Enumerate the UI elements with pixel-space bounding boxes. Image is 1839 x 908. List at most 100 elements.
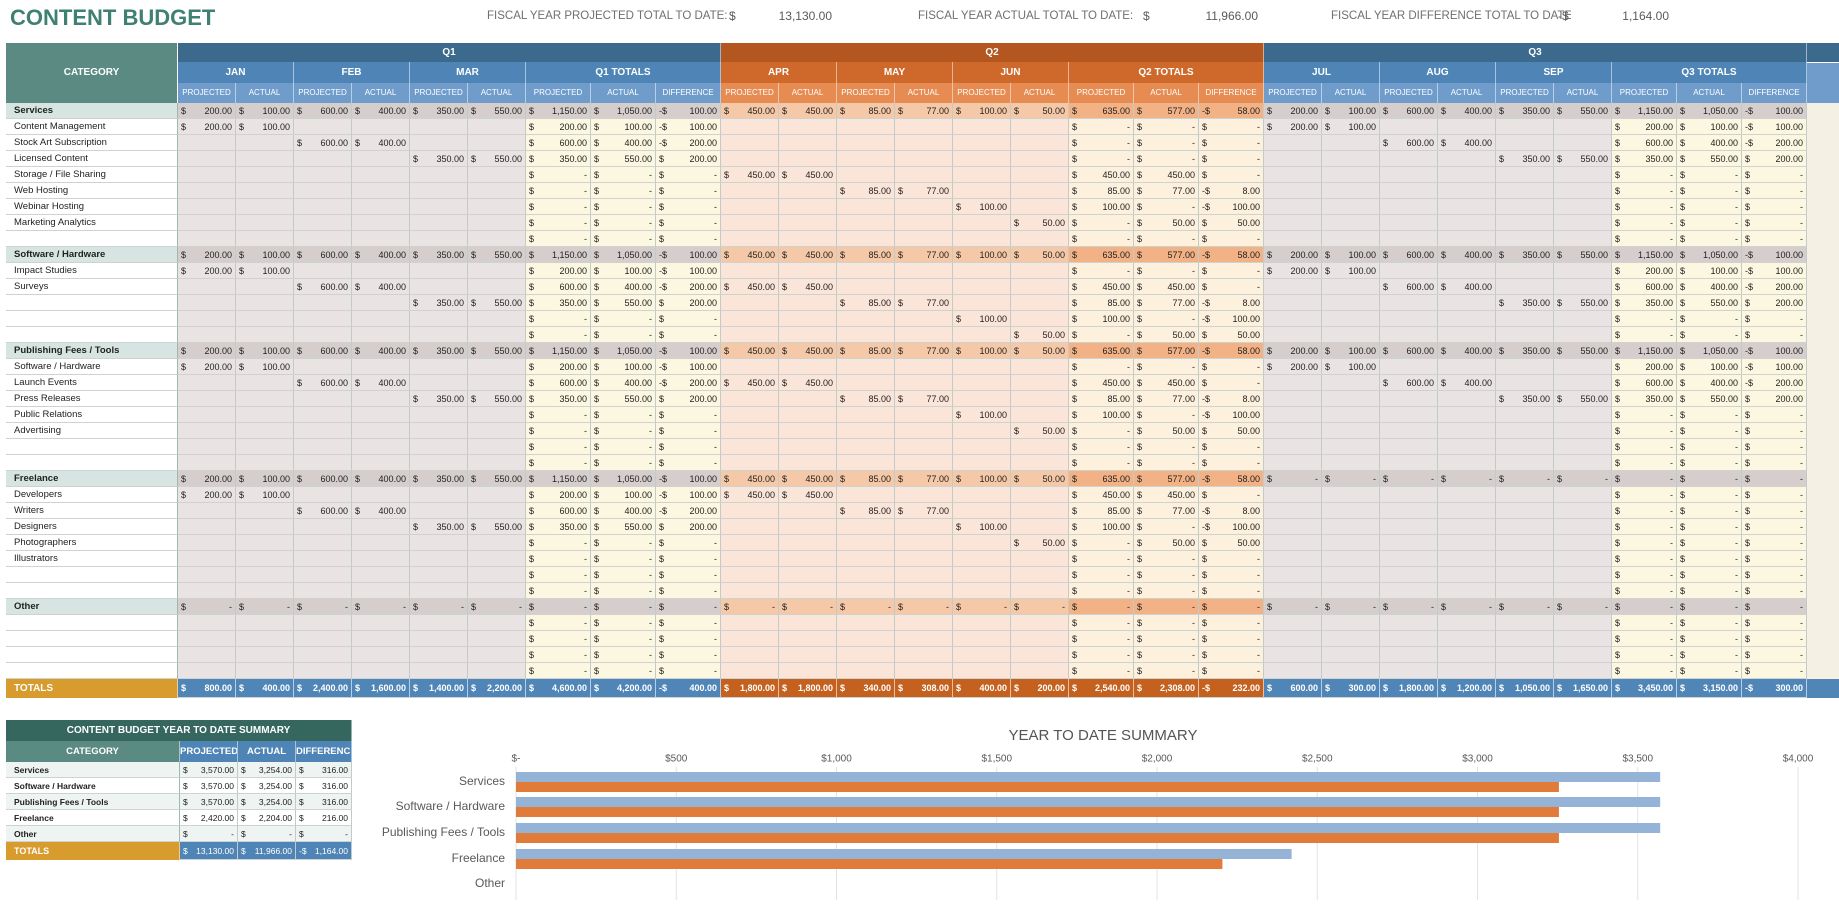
empty-cell xyxy=(236,631,294,647)
empty-cell xyxy=(1011,439,1069,455)
empty-cell xyxy=(352,423,410,439)
empty-cell xyxy=(1011,647,1069,663)
budget-cell: $ 50.00 xyxy=(1134,327,1199,343)
budget-cell: $ 1,050.00 xyxy=(591,247,656,263)
empty-cell xyxy=(178,551,236,567)
empty-cell xyxy=(721,535,779,551)
empty-cell xyxy=(779,119,837,135)
budget-cell: $ 85.00 xyxy=(837,391,895,407)
budget-cell: $ 50.00 xyxy=(1011,535,1069,551)
budget-cell: $ 550.00 xyxy=(1554,391,1612,407)
empty-cell xyxy=(352,215,410,231)
empty-cell xyxy=(1554,327,1612,343)
budget-cell: $ - xyxy=(591,599,656,615)
month-header: AUG xyxy=(1380,62,1496,83)
budget-cell: $ 550.00 xyxy=(591,151,656,167)
budget-cell: $ 577.00 xyxy=(1134,343,1199,359)
budget-cell: $ - xyxy=(1612,535,1677,551)
empty-cell xyxy=(953,391,1011,407)
empty-cell xyxy=(953,327,1011,343)
bar xyxy=(516,782,1559,792)
fiscal-total-value: $ 11,966.00 xyxy=(1143,9,1258,23)
budget-cell: $ 450.00 xyxy=(1134,487,1199,503)
empty-cell xyxy=(1438,519,1496,535)
row-label xyxy=(6,567,178,583)
empty-cell xyxy=(410,215,468,231)
empty-cell xyxy=(953,535,1011,551)
empty-cell xyxy=(721,295,779,311)
empty-cell xyxy=(294,167,352,183)
empty-cell xyxy=(294,455,352,471)
empty-cell xyxy=(1380,167,1438,183)
month-header: SEP xyxy=(1496,62,1612,83)
column-header: ACTUAL xyxy=(1134,83,1199,103)
budget-cell: $ 85.00 xyxy=(837,183,895,199)
budget-cell: $ 600.00 xyxy=(1612,135,1677,151)
totals-cell: $ 340.00 xyxy=(837,679,895,698)
empty-cell xyxy=(721,231,779,247)
budget-cell: $ - xyxy=(1134,199,1199,215)
budget-cell: $ - xyxy=(294,599,352,615)
empty-cell xyxy=(410,647,468,663)
summary-header: PROJECTED xyxy=(180,741,238,762)
budget-cell: $ - xyxy=(1677,663,1742,679)
budget-cell: $ - xyxy=(1134,519,1199,535)
budget-cell: $ 577.00 xyxy=(1134,471,1199,487)
y-tick-label: Services xyxy=(459,774,505,788)
empty-cell xyxy=(468,311,526,327)
empty-cell xyxy=(410,455,468,471)
budget-cell: $ 50.00 xyxy=(1011,247,1069,263)
budget-cell: $ 85.00 xyxy=(837,247,895,263)
budget-cell: $ - xyxy=(526,215,591,231)
budget-cell: $ - xyxy=(1199,119,1264,135)
empty-cell xyxy=(1496,231,1554,247)
empty-cell xyxy=(779,567,837,583)
empty-cell xyxy=(1264,503,1322,519)
empty-cell xyxy=(779,663,837,679)
empty-cell xyxy=(1322,311,1380,327)
budget-cell: $ - xyxy=(1677,519,1742,535)
empty-cell xyxy=(1438,327,1496,343)
budget-cell: $ - xyxy=(1677,311,1742,327)
empty-cell xyxy=(953,295,1011,311)
budget-cell: $ - xyxy=(1134,663,1199,679)
budget-cell: $ - xyxy=(1677,215,1742,231)
budget-cell: $ - xyxy=(591,615,656,631)
empty-cell xyxy=(468,327,526,343)
budget-cell: $ 100.00 xyxy=(1069,407,1134,423)
empty-cell xyxy=(294,551,352,567)
month-header: MAY xyxy=(837,62,953,83)
empty-cell xyxy=(1264,135,1322,151)
budget-cell: $ - xyxy=(1069,231,1134,247)
budget-cell: $ - xyxy=(1612,231,1677,247)
budget-cell: $ - xyxy=(591,551,656,567)
y-tick-label: Software / Hardware xyxy=(396,799,506,813)
budget-cell: $ - xyxy=(1677,551,1742,567)
summary-header: DIFFERENCE xyxy=(296,741,352,762)
bar xyxy=(516,823,1661,833)
empty-cell xyxy=(895,647,953,663)
summary-cell: $ - xyxy=(238,826,296,842)
empty-cell xyxy=(1496,647,1554,663)
empty-cell xyxy=(1438,663,1496,679)
budget-cell: $ - xyxy=(1612,503,1677,519)
empty-cell xyxy=(721,263,779,279)
budget-cell: $ 50.00 xyxy=(1199,535,1264,551)
budget-cell: $ 600.00 xyxy=(1380,103,1438,119)
budget-cell: $ - xyxy=(1677,503,1742,519)
budget-cell: $ 1,150.00 xyxy=(526,343,591,359)
empty-cell xyxy=(895,631,953,647)
empty-cell xyxy=(1438,631,1496,647)
month-header: MAR xyxy=(410,62,526,83)
budget-cell: $ 550.00 xyxy=(1554,343,1612,359)
empty-cell xyxy=(1554,503,1612,519)
empty-cell xyxy=(1264,551,1322,567)
empty-cell xyxy=(721,327,779,343)
summary-cell: $ 3,254.00 xyxy=(238,762,296,778)
empty-cell xyxy=(895,311,953,327)
budget-cell: $ - xyxy=(1612,647,1677,663)
empty-cell xyxy=(837,151,895,167)
summary-cell: $ 3,254.00 xyxy=(238,794,296,810)
budget-cell: $ - xyxy=(656,183,721,199)
empty-cell xyxy=(837,535,895,551)
